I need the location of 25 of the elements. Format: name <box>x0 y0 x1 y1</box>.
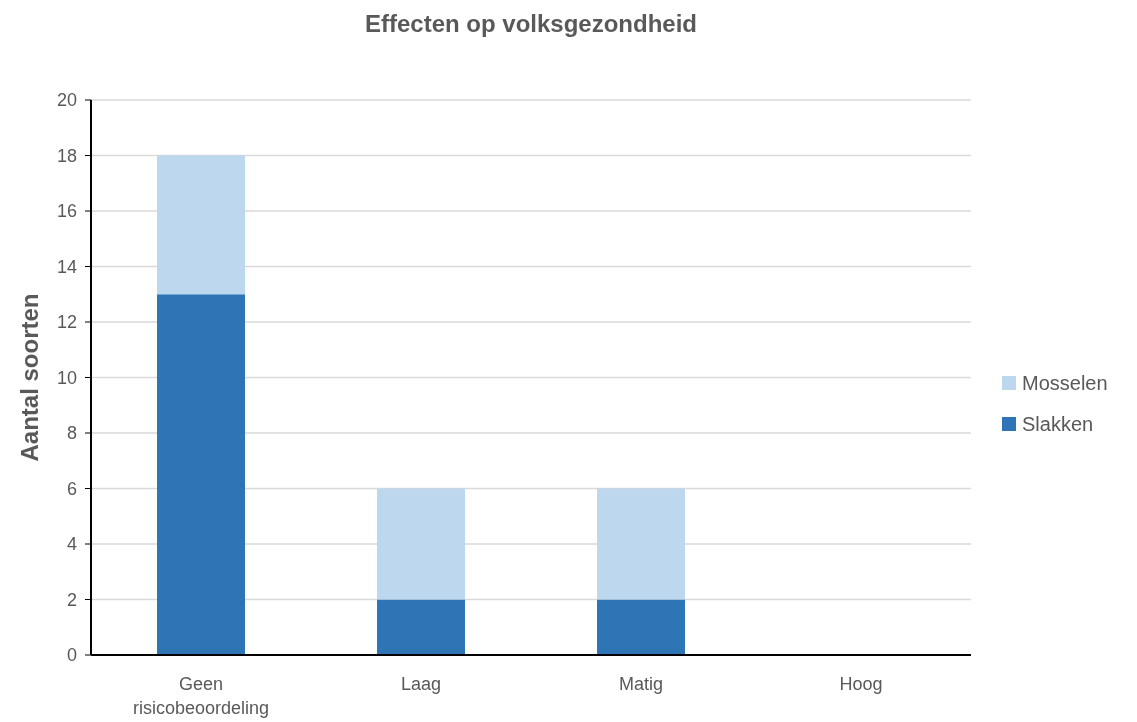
y-tick-label: 18 <box>56 145 77 166</box>
y-tick-label: 4 <box>66 534 77 555</box>
bar <box>597 599 685 655</box>
y-tick-label: 20 <box>56 90 77 111</box>
y-tick-label: 12 <box>56 312 77 333</box>
y-tick-label: 2 <box>66 589 77 610</box>
bar <box>377 599 465 655</box>
x-tick-label: Matig <box>618 674 664 694</box>
bar <box>597 488 685 600</box>
chart-title: Effecten op volksgezondheid <box>364 10 698 37</box>
y-tick-label: 8 <box>66 423 77 444</box>
y-tick-label: 16 <box>56 201 77 222</box>
y-axis-title: Aantal soorten <box>16 293 43 462</box>
legend-label: Slakken <box>1022 413 1094 435</box>
bar <box>377 488 465 600</box>
bar <box>157 155 245 295</box>
x-tick-label: Geen risicobeoordeling <box>132 674 270 718</box>
legend-label: Mosselen <box>1022 372 1108 394</box>
x-tick-label: Laag <box>400 674 442 694</box>
y-tick-label: 14 <box>56 256 77 277</box>
y-tick-label: 6 <box>66 478 77 499</box>
y-tick-label: 0 <box>66 645 77 666</box>
y-tick-label: 10 <box>56 367 77 388</box>
bar <box>157 294 245 655</box>
x-tick-label: Hoog <box>839 674 883 694</box>
